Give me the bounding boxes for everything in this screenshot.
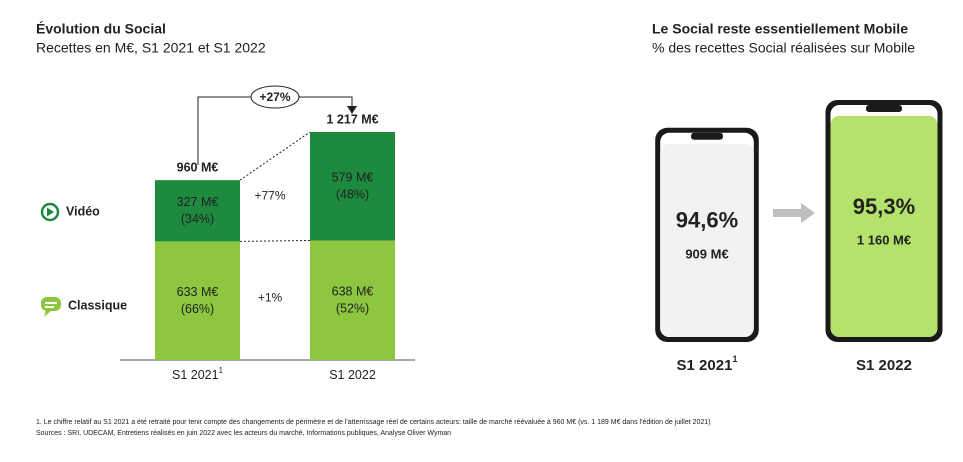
bar-segment <box>310 240 395 360</box>
connector <box>239 131 311 181</box>
segment-value-label: 579 M€ <box>332 171 374 185</box>
growth-label: +77% <box>254 189 285 203</box>
total-growth-label: +27% <box>259 90 290 104</box>
classic-icon <box>41 297 61 317</box>
phone-value: 94,6% <box>676 208 738 233</box>
segment-value-label: 633 M€ <box>177 285 219 299</box>
bar-segment <box>310 132 395 241</box>
phone-notch <box>866 105 902 112</box>
right-subtitle: % des recettes Social réalisées sur Mobi… <box>652 40 915 56</box>
phone-value: 95,3% <box>853 194 915 219</box>
phone-notch <box>691 132 723 140</box>
video-icon <box>40 202 60 222</box>
category-note: 1 <box>219 366 224 375</box>
category: S1 2021 <box>677 357 733 374</box>
connector <box>239 239 311 242</box>
category: S1 2021 <box>172 368 219 382</box>
phone-arrow <box>773 203 815 223</box>
phone-label: S1 2022 <box>856 357 912 374</box>
footnote: 1. Le chiffre relatif au S1 2021 a été r… <box>36 419 711 426</box>
total-label: 1 217 M€ <box>326 112 378 126</box>
category: S1 2022 <box>856 357 912 374</box>
segment-share-label: (34%) <box>181 212 214 226</box>
phone-amount: 909 M€ <box>685 246 728 261</box>
left-subtitle: Recettes en M€, S1 2021 et S1 2022 <box>36 40 266 56</box>
segment-share-label: (66%) <box>181 302 214 316</box>
segment-value-label: 327 M€ <box>177 195 219 209</box>
legend-label: Classique <box>68 298 127 312</box>
segment-value-label: 638 M€ <box>332 285 374 299</box>
legend-label: Vidéo <box>66 204 100 218</box>
x-tick-label: S1 20211 <box>172 366 224 382</box>
category: S1 2022 <box>329 368 376 382</box>
bar-segment <box>155 241 240 360</box>
growth-arrowhead <box>347 106 357 114</box>
phone-screen <box>830 115 938 338</box>
right-title: Le Social reste essentiellement Mobile <box>652 21 908 37</box>
segment-share-label: (48%) <box>336 188 369 202</box>
phone-amount: 1 160 M€ <box>857 232 911 247</box>
phone-screen <box>660 143 754 337</box>
growth-label: +1% <box>258 291 283 305</box>
sources: Sources : SRI, UDECAM, Entretiens réalis… <box>36 430 451 437</box>
left-title: Évolution du Social <box>36 21 166 37</box>
growth-ellipse <box>250 85 300 109</box>
total-label: 960 M€ <box>177 160 219 174</box>
category-note: 1 <box>732 354 737 364</box>
x-tick-label: S1 2022 <box>329 368 376 382</box>
segment-share-label: (52%) <box>336 302 369 316</box>
bar-segment <box>155 180 240 242</box>
phone-label: S1 20211 <box>677 354 738 374</box>
